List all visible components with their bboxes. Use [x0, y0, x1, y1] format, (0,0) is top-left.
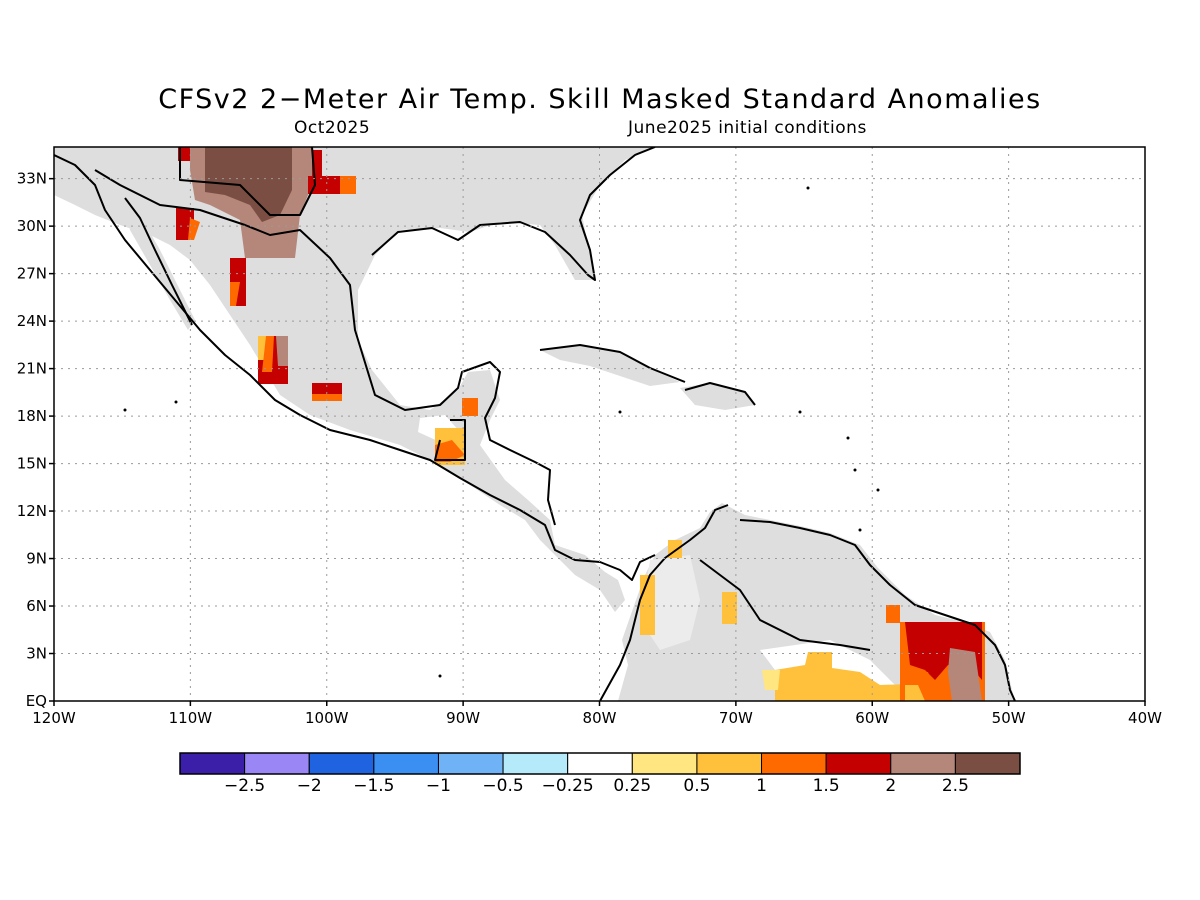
- lon-tick-label: 80W: [583, 709, 617, 727]
- initial-conditions: June2025 initial conditions: [628, 118, 867, 138]
- colorbar-label: −1.5: [353, 776, 395, 796]
- anomaly-patch: [948, 648, 982, 701]
- anomaly-patch: [435, 440, 465, 462]
- anomaly-patch: [886, 605, 900, 623]
- land-mexico-usa: [54, 147, 655, 612]
- land-hispaniola: [680, 383, 755, 410]
- colorbar-label: −2: [296, 776, 322, 796]
- lat-tick-label: 21N: [17, 360, 47, 378]
- anomaly-patch: [262, 336, 274, 372]
- colorbar-swatch: [825, 752, 892, 775]
- islands: [123, 186, 880, 678]
- coastlines: [54, 147, 1016, 701]
- colorbar-frame: [179, 752, 1021, 775]
- anomaly-patch: [312, 150, 322, 176]
- lon-tick-label: 60W: [855, 709, 889, 727]
- colorbar-label: 2.5: [941, 776, 969, 796]
- colorbar-label: −1: [425, 776, 451, 796]
- colorbar-label: 0.25: [613, 776, 652, 796]
- lon-tick-label: 70W: [719, 709, 753, 727]
- forecast-month: Oct2025: [294, 118, 371, 138]
- colorbar-swatch: [890, 752, 956, 775]
- colorbar-swatch: [373, 752, 439, 775]
- colorbar-label: −2.5: [223, 776, 266, 796]
- anomaly-patch: [462, 398, 478, 416]
- lat-tick-label: 18N: [17, 407, 47, 425]
- colorbar-label: 0.5: [683, 776, 711, 796]
- lat-tick-label: 12N: [17, 502, 47, 520]
- colorbar: [179, 752, 1021, 775]
- anomaly-patch: [905, 622, 982, 680]
- anomaly-patch: [640, 575, 655, 635]
- colorbar-swatch: [308, 752, 375, 775]
- colorbar-swatch: [244, 752, 310, 775]
- anomaly-patch: [276, 336, 288, 366]
- graticule: [54, 147, 1145, 701]
- anomaly-patch: [308, 176, 340, 194]
- map-title: CFSv2 2−Meter Air Temp. Skill Masked Sta…: [158, 84, 1042, 115]
- lon-tick-label: 120W: [32, 709, 76, 727]
- colorbar-label: 1: [756, 776, 767, 796]
- lon-tick-label: 90W: [446, 709, 480, 727]
- colorbar-swatch: [179, 752, 246, 775]
- lat-tick-label: 15N: [17, 455, 47, 473]
- masked-land-layer: [54, 147, 1015, 701]
- anomaly-patch: [205, 147, 292, 222]
- land-cuba: [540, 345, 680, 386]
- colorbar-swatch: [761, 752, 827, 775]
- anomaly-patch: [775, 652, 910, 701]
- map-plot-area: [54, 147, 1016, 701]
- lon-tick-label: 100W: [305, 709, 349, 727]
- anomaly-patch: [762, 670, 780, 690]
- lon-tick-label: 50W: [992, 709, 1026, 727]
- lat-tick-label: 3N: [26, 645, 47, 663]
- anomaly-patch: [905, 685, 925, 701]
- lat-tick-label: 6N: [26, 597, 47, 615]
- colorbar-label: −0.5: [482, 776, 524, 796]
- colorbar-swatch: [954, 752, 1021, 775]
- colorbar-label: 2: [885, 776, 897, 796]
- colorbar-label: 1.5: [812, 776, 840, 796]
- colorbar-swatch: [696, 752, 763, 775]
- lon-tick-label: 40W: [1128, 709, 1162, 727]
- map-axes: EQ 3N 6N 9N 12N 15N 18N 21N 24N 27N 30N 33N 120W 110W…: [17, 170, 1162, 727]
- colorbar-swatch: [631, 752, 698, 775]
- colorbar-swatch: [502, 752, 569, 775]
- colorbar-swatch: [567, 752, 633, 775]
- lat-tick-label: 30N: [17, 217, 47, 235]
- anomaly-patch: [230, 282, 240, 306]
- lat-tick-label: EQ: [26, 692, 47, 710]
- lat-tick-label: 24N: [17, 312, 47, 330]
- lat-tick-label: 27N: [17, 265, 47, 283]
- colorbar-label: −0.25: [541, 776, 594, 796]
- lat-tick-label: 33N: [17, 170, 47, 188]
- colorbar-swatch: [437, 752, 504, 775]
- anomaly-patch: [722, 592, 737, 624]
- lon-tick-label: 110W: [169, 709, 213, 727]
- anomaly-patch: [312, 394, 342, 401]
- lat-tick-label: 9N: [26, 550, 47, 568]
- anomaly-patch: [188, 218, 200, 240]
